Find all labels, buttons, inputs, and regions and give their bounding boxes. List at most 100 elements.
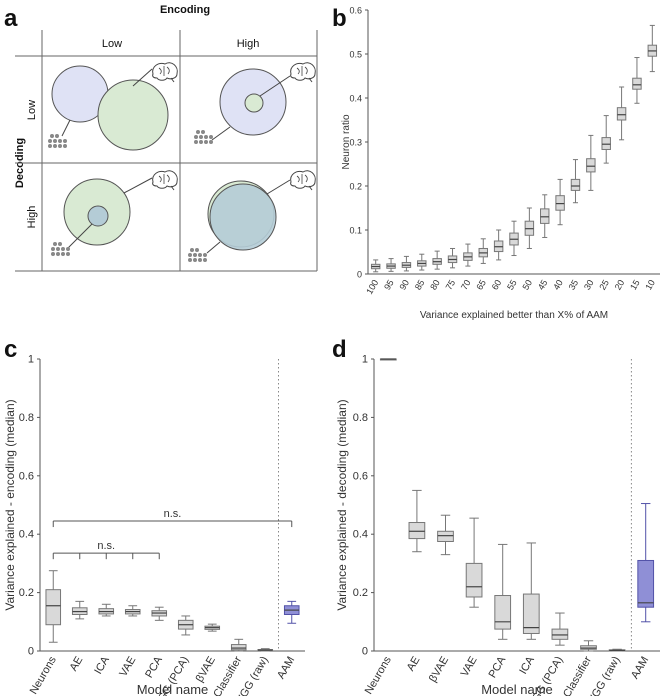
cell-high-low [211, 68, 291, 141]
box-AE [408, 522, 426, 540]
connector-line [132, 68, 153, 87]
y-tick-label: 0.3 [349, 138, 362, 148]
connector-line [211, 126, 231, 141]
x-tick-label: Neurons [363, 654, 394, 696]
brain-icon [152, 170, 178, 191]
neuron-dots-icon [194, 130, 213, 144]
cell-high-high [206, 179, 291, 254]
y-tick-label: 0 [362, 646, 368, 658]
box-25 [601, 137, 611, 150]
y-axis-label: Variance explained - decoding (median) [335, 399, 349, 610]
panel-a-diagram: Encoding Low High Decoding Low High [14, 4, 318, 272]
brain-icon [290, 170, 316, 191]
y-tick-label: 1 [362, 354, 368, 366]
connector-line [206, 241, 221, 254]
significance-label: n.s. [164, 508, 182, 520]
brain-icon [152, 62, 178, 83]
encoding-low-label: Low [102, 38, 122, 50]
model-circle [97, 79, 169, 151]
x-axis-label: Model name [481, 682, 553, 696]
connector-line [67, 223, 93, 249]
encoding-label: Encoding [160, 4, 210, 16]
x-tick-label: 25 [597, 278, 611, 292]
x-tick-label: 65 [474, 278, 488, 292]
x-tick-label: VAE [459, 655, 480, 679]
x-tick-label: 55 [505, 278, 519, 292]
connector-line [266, 179, 291, 195]
encoding-high-label: High [237, 38, 260, 50]
x-tick-label: Classifier [561, 654, 594, 696]
panel-label-b: b [332, 5, 347, 32]
x-tick-label: 10 [643, 278, 657, 292]
x-tick-label: 85 [413, 278, 427, 292]
cell-low-low [51, 65, 169, 151]
panel-label-d: d [332, 336, 347, 363]
y-tick-label: 0.5 [349, 50, 362, 60]
y-tick-label: 1 [28, 354, 34, 366]
box-Classifier [230, 644, 247, 651]
box-AAM [637, 559, 655, 608]
connector-line [123, 177, 153, 194]
y-tick-label: 0.6 [349, 6, 362, 16]
box-Neurons [45, 589, 62, 626]
decoding-high-label: High [26, 206, 38, 229]
x-tick-label: 80 [428, 278, 442, 292]
x-tick-label: VAE [117, 655, 138, 679]
box-VGG (PCA) [551, 628, 569, 640]
x-tick-label: 35 [567, 278, 581, 292]
x-tick-label: βVAE [194, 655, 218, 685]
box-ICA [522, 593, 540, 634]
x-tick-label: 20 [613, 278, 627, 292]
panel-b-chart: 0 0.1 0.2 0.3 0.4 0.5 0.6 Neuron ratio Variance … [341, 6, 660, 321]
x-tick-label: PCA [487, 654, 509, 680]
x-tick-label: PCA [143, 654, 165, 680]
decoding-low-label: Low [26, 100, 38, 120]
x-tick-label: βVAE [427, 655, 451, 685]
x-tick-label: 75 [444, 278, 458, 292]
x-tick-label: AE [405, 655, 423, 674]
box-15 [632, 77, 642, 90]
x-tick-label: AAM [275, 655, 297, 682]
x-axis-label: Variance explained better than X% of AAM [420, 310, 608, 321]
connector-line [259, 75, 291, 97]
box-30 [586, 158, 596, 173]
box-35 [570, 178, 581, 191]
neurons-circle [87, 205, 109, 227]
x-tick-label: 70 [459, 278, 473, 292]
significance-label: n.s. [97, 540, 115, 552]
x-tick-label: ICA [92, 654, 112, 676]
panel-label-a: a [4, 5, 18, 32]
box-45 [540, 208, 550, 224]
box-βVAE [437, 530, 454, 543]
x-tick-label: ICA [517, 654, 537, 676]
neuron-dots-icon [51, 242, 70, 256]
y-tick-label: 0 [28, 646, 34, 658]
y-tick-label: 0.6 [19, 470, 34, 482]
x-tick-label: 15 [628, 278, 642, 292]
x-tick-label: 50 [520, 278, 534, 292]
x-tick-label: 40 [551, 278, 565, 292]
y-tick-label: 0.2 [349, 182, 362, 192]
box-PCA [494, 595, 512, 630]
x-tick-label: 45 [536, 278, 550, 292]
y-axis-label: Neuron ratio [341, 114, 352, 169]
y-tick-label: 0.4 [353, 529, 368, 541]
y-tick-label: 0.4 [349, 94, 362, 104]
box-40 [555, 195, 565, 211]
y-tick-label: 0.8 [19, 412, 34, 424]
x-tick-label: AE [68, 655, 86, 674]
y-axis-label: Variance explained - encoding (median) [3, 399, 17, 610]
brain-icon [290, 62, 316, 83]
x-tick-label: AAM [629, 655, 651, 682]
y-tick-label: 0 [357, 270, 362, 280]
box-VAE [465, 562, 483, 598]
x-tick-label: 95 [382, 278, 396, 292]
x-axis-label: Model name [137, 682, 209, 696]
x-tick-label: 30 [582, 278, 596, 292]
x-tick-label: Neurons [28, 654, 59, 696]
connector-line [61, 119, 71, 137]
x-tick-label: 100 [364, 278, 380, 296]
panel-label-c: c [4, 336, 17, 363]
y-tick-label: 0.6 [353, 470, 368, 482]
